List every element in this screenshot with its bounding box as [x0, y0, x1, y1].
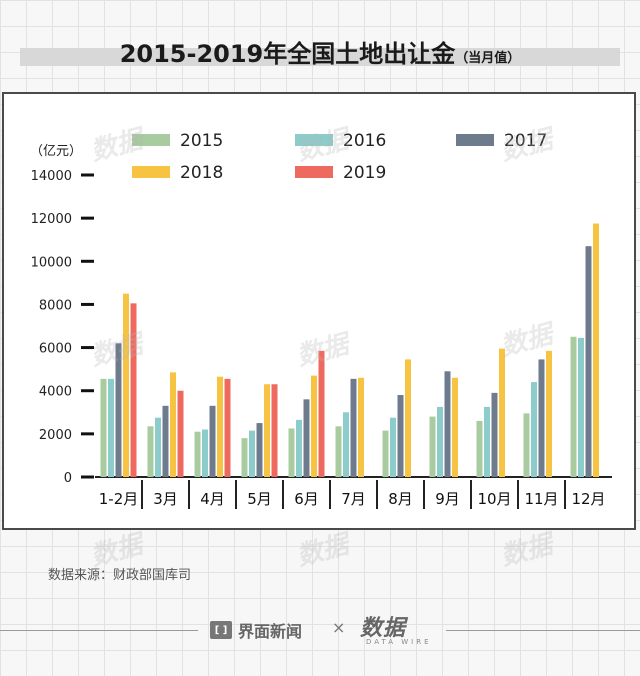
- bar-2018-9月: [452, 377, 458, 477]
- bar-2019-6月: [318, 350, 325, 477]
- bar-2019-3月: [177, 390, 184, 477]
- bar-2015-12月: [570, 336, 577, 477]
- bar-2016-3月: [155, 417, 161, 477]
- datawire-logo-text: 数据: [360, 616, 407, 641]
- bar-2018-7月: [358, 377, 364, 477]
- x-tick-label: 8月: [388, 490, 413, 508]
- bar-2018-4月: [217, 376, 223, 477]
- y-tick-label: 14000: [31, 169, 72, 184]
- bar-2016-7月: [343, 412, 349, 477]
- bar-2018-12月: [593, 223, 599, 477]
- bar-2016-5月: [249, 430, 255, 477]
- bar-2016-1-2月: [108, 378, 114, 477]
- brand-jiemian[interactable]: [ ] 界面新闻: [210, 618, 302, 642]
- legend-swatch-2016: [295, 134, 333, 146]
- bar-2019-4月: [224, 378, 231, 477]
- x-tick-label: 10月: [477, 490, 511, 508]
- bar-2017-5月: [256, 423, 263, 477]
- bar-2016-11月: [531, 382, 537, 477]
- bar-2017-10月: [491, 392, 498, 477]
- bar-2016-9月: [437, 406, 443, 477]
- y-tick-label: 12000: [31, 212, 72, 227]
- legend-swatch-2017: [456, 134, 494, 146]
- bar-2015-5月: [241, 438, 248, 477]
- legend-label-2019: 2019: [343, 163, 386, 183]
- y-axis-label: （亿元）: [30, 144, 82, 159]
- bar-2015-8月: [382, 430, 389, 477]
- y-tick-label: 4000: [39, 385, 72, 400]
- bar-2017-3月: [162, 405, 169, 477]
- bar-2018-11月: [546, 350, 552, 477]
- bar-2018-1-2月: [123, 293, 129, 477]
- bar-2017-9月: [444, 371, 451, 477]
- bar-2018-3月: [170, 372, 176, 477]
- legend-swatch-2015: [132, 134, 170, 146]
- bar-2015-3月: [147, 426, 154, 477]
- bar-2019-1-2月: [130, 303, 137, 477]
- bar-2015-11月: [523, 413, 530, 477]
- legend-label-2016: 2016: [343, 131, 386, 151]
- datawire-logo[interactable]: 数据 DATA WIRE: [360, 610, 440, 646]
- bar-2018-8月: [405, 359, 411, 477]
- data-source: 数据来源：财政部国库司: [48, 568, 192, 583]
- x-tick-label: 4月: [200, 490, 225, 508]
- legend-label-2015: 2015: [180, 131, 223, 151]
- y-tick-label: 0: [64, 471, 72, 486]
- bar-2015-9月: [429, 416, 436, 477]
- y-tick-label: 6000: [39, 342, 72, 357]
- y-tick-label: 10000: [31, 255, 72, 270]
- bar-2017-4月: [209, 405, 216, 477]
- title-underline-bar: [20, 48, 620, 66]
- bar-2018-6月: [311, 375, 317, 477]
- bar-2015-7月: [335, 426, 342, 477]
- bar-2016-8月: [390, 417, 396, 477]
- bar-2019-5月: [271, 384, 278, 477]
- x-tick-label: 3月: [153, 490, 178, 508]
- legend-swatch-2019: [295, 166, 333, 178]
- title-main: 2015-2019年全国土地出让金: [119, 40, 456, 68]
- x-tick-label: 12月: [571, 490, 605, 508]
- datawire-logo-subtext: DATA WIRE: [366, 638, 432, 646]
- bar-2016-4月: [202, 429, 208, 477]
- legend-swatch-2018: [132, 166, 170, 178]
- x-tick-label: 5月: [247, 490, 272, 508]
- x-tick-label: 9月: [435, 490, 460, 508]
- bar-2018-10月: [499, 348, 505, 477]
- bar-2015-10月: [476, 420, 483, 477]
- x-tick-label: 7月: [341, 490, 366, 508]
- x-tick-label: 6月: [294, 490, 319, 508]
- bar-2017-12月: [585, 246, 592, 477]
- legend-label-2018: 2018: [180, 163, 223, 183]
- y-tick-label: 2000: [39, 428, 72, 443]
- x-tick-label: 11月: [524, 490, 558, 508]
- x-tick-label: 1-2月: [99, 490, 139, 508]
- bar-2017-8月: [397, 395, 404, 477]
- title-subtitle: （当月值）: [455, 51, 521, 66]
- bar-2016-6月: [296, 419, 302, 477]
- legend-label-2017: 2017: [504, 131, 547, 151]
- bar-2017-1-2月: [115, 343, 122, 477]
- footer-divider-left: [0, 630, 198, 631]
- brand-separator: ×: [332, 618, 346, 637]
- jiemian-logo-icon: [ ]: [210, 621, 232, 639]
- bar-2015-4月: [194, 431, 201, 477]
- bar-2017-11月: [538, 359, 545, 477]
- page-title: 2015-2019年全国土地出让金（当月值）: [0, 34, 640, 69]
- bar-2015-1-2月: [100, 378, 107, 477]
- bar-2015-6月: [288, 428, 295, 477]
- bar-2017-7月: [350, 378, 357, 477]
- footer-divider-right: [446, 630, 640, 631]
- bar-2017-6月: [303, 399, 310, 477]
- y-tick-label: 8000: [39, 298, 72, 313]
- bar-2016-10月: [484, 406, 490, 477]
- brand-name: 界面新闻: [238, 622, 303, 641]
- bar-chart: （亿元） 0 2000 4000 6000 8000 10000 12000 14000 1-2月…: [30, 131, 612, 509]
- bar-2016-12月: [578, 337, 584, 477]
- bar-2018-5月: [264, 384, 270, 477]
